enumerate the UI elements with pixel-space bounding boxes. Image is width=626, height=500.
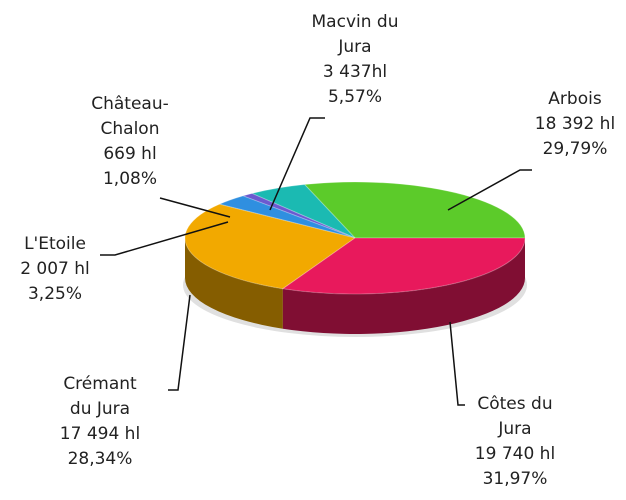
percentage-label: 29,79% [542,139,608,159]
slice [241,192,356,239]
percentage-label: 1,08% [102,169,157,189]
value-label: 19 740 hl [474,444,556,464]
percentage-label: 31,97% [482,469,548,489]
leader-line [269,117,325,211]
leader-line [159,197,231,218]
category-label: Côtes du Jura [477,394,553,439]
slice-label: L'Etoile 2 007 hl 3,25% [0,232,125,307]
slice [250,183,356,239]
slice-label: Côtes du Jura 19 740 hl 31,97% [445,392,585,492]
value-label: 669 hl [103,144,157,164]
slice [217,195,356,239]
slice [184,203,357,290]
category-label: L'Etoile [24,234,86,254]
category-label: Macvin du Jura [311,12,399,57]
leader-line [447,169,532,211]
slice-label: Crémant du Jura 17 494 hl 28,34% [30,372,170,472]
slice-label: Château-Chalon 669 hl 1,08% [60,92,200,192]
category-label: Arbois [548,89,602,109]
category-label: Crémant du Jura [63,374,137,419]
slice-label: Macvin du Jura 3 437hl 5,57% [285,10,425,110]
slice-side [185,238,283,329]
slice [281,237,526,295]
value-label: 3 437hl [322,62,388,82]
percentage-label: 3,25% [27,284,82,304]
slice [303,181,526,239]
category-label: Château-Chalon [91,94,169,139]
value-label: 2 007 hl [20,259,90,279]
leader-line [449,321,465,406]
value-label: 17 494 hl [59,424,141,444]
percentage-label: 28,34% [67,449,133,469]
value-label: 18 392 hl [534,114,616,134]
leader-line [168,294,191,391]
percentage-label: 5,57% [327,87,382,107]
slice-label: Arbois 18 392 hl 29,79% [505,87,626,162]
slice-side [282,238,525,335]
leader-line [100,221,229,256]
